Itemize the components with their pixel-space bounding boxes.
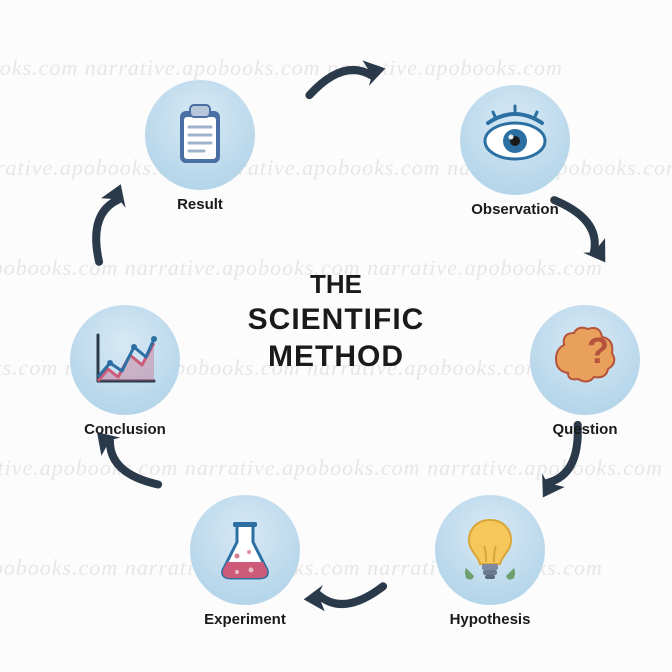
scientific-method-diagram: narrative.apobooks.com narrative.apobook… bbox=[0, 0, 672, 672]
node-label-observation: Observation bbox=[445, 201, 585, 218]
node-hypothesis: Hypothesis bbox=[420, 495, 560, 628]
node-label-result: Result bbox=[130, 196, 270, 213]
node-observation: Observation bbox=[445, 85, 585, 218]
lightbulb-icon bbox=[452, 512, 528, 588]
arrow-result-to-observation bbox=[298, 46, 392, 109]
chart-icon bbox=[84, 319, 166, 401]
flask-icon bbox=[207, 512, 283, 588]
clipboard-icon bbox=[162, 97, 238, 173]
node-label-experiment: Experiment bbox=[175, 611, 315, 628]
eye-icon bbox=[476, 101, 554, 179]
node-experiment: Experiment bbox=[175, 495, 315, 628]
node-label-question: Question bbox=[515, 421, 655, 438]
diagram-title: THE SCIENTIFIC METHOD bbox=[216, 268, 456, 376]
node-conclusion: Conclusion bbox=[55, 305, 195, 438]
node-result: Result bbox=[130, 80, 270, 213]
node-question: ? Question bbox=[515, 305, 655, 438]
brain-question-icon: ? bbox=[544, 319, 626, 401]
svg-text:?: ? bbox=[587, 330, 609, 371]
node-label-conclusion: Conclusion bbox=[55, 421, 195, 438]
node-label-hypothesis: Hypothesis bbox=[420, 611, 560, 628]
